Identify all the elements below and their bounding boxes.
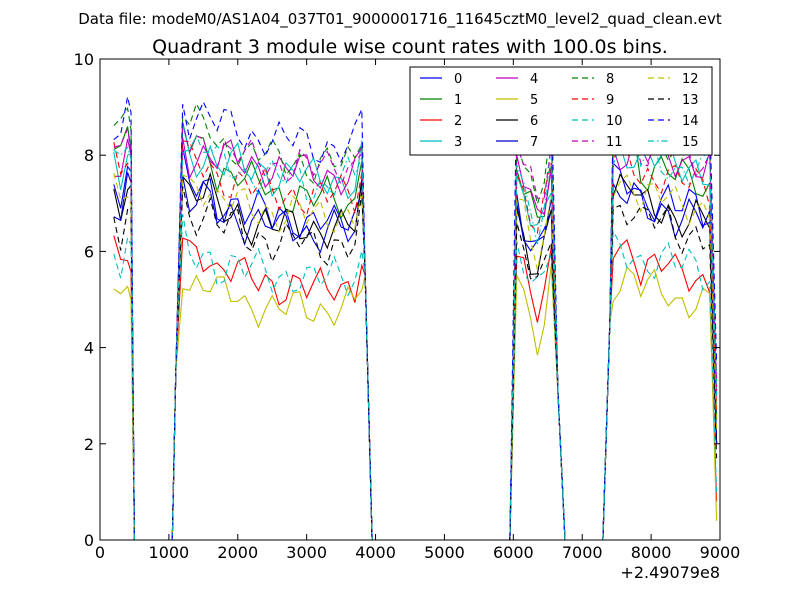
axes-frame: [99, 58, 721, 541]
x-tick-label: 7000: [562, 543, 603, 562]
x-tick-label: 0: [95, 543, 105, 562]
chart-title: Quadrant 3 module wise count rates with …: [152, 36, 668, 58]
figure-suptitle: Data file: modeM0/AS1A04_037T01_90000017…: [78, 10, 722, 29]
x-offset-label: +2.49079e8: [620, 563, 720, 582]
y-tick-label: 8: [84, 146, 94, 165]
y-tick-label: 2: [84, 435, 94, 454]
legend-label-13: 13: [682, 93, 699, 108]
legend-label-0: 0: [454, 72, 462, 87]
legend-label-12: 12: [682, 72, 699, 87]
series-line-11: [113, 122, 718, 541]
series-line-0: [113, 147, 718, 541]
legend-label-1: 1: [454, 93, 462, 108]
x-tick-label: 2000: [217, 543, 258, 562]
series-line-15: [113, 124, 718, 541]
legend-label-4: 4: [530, 72, 538, 87]
x-axis: 0 1000 2000 3000 4000 5000 6000 7000 8000 9000: [95, 59, 740, 562]
legend-label-3: 3: [454, 135, 462, 150]
x-tick-label: 9000: [700, 543, 741, 562]
legend-frame: [409, 66, 713, 156]
legend-label-2: 2: [454, 114, 462, 129]
legend-label-7: 7: [530, 135, 538, 150]
series-line-2: [113, 235, 718, 541]
x-tick-label: 6000: [493, 543, 534, 562]
legend-label-14: 14: [682, 114, 699, 129]
y-tick-label: 0: [84, 531, 94, 550]
x-tick-label: 1000: [149, 543, 190, 562]
series-line-9: [113, 139, 718, 541]
x-tick-label: 3000: [286, 543, 327, 562]
legend-label-5: 5: [530, 93, 538, 108]
x-tick-label: 5000: [424, 543, 465, 562]
legend-label-10: 10: [606, 114, 623, 129]
series-line-8: [113, 102, 718, 541]
y-tick-label: 6: [84, 242, 94, 261]
legend-label-11: 11: [606, 135, 623, 150]
legend-label-8: 8: [606, 72, 614, 87]
series-line-4: [113, 132, 718, 541]
series-line-13: [113, 186, 718, 541]
y-tick-label: 4: [84, 339, 94, 358]
series-line-10: [113, 214, 718, 541]
legend-label-6: 6: [530, 114, 538, 129]
legend-label-15: 15: [682, 135, 699, 150]
series-line-5: [113, 265, 718, 541]
x-tick-label: 8000: [631, 543, 672, 562]
series-line-12: [113, 172, 718, 541]
series-line-7: [113, 172, 718, 541]
y-tick-label: 10: [74, 50, 94, 69]
legend-label-9: 9: [606, 93, 614, 108]
x-tick-label: 4000: [355, 543, 396, 562]
series-layer: [113, 78, 718, 541]
